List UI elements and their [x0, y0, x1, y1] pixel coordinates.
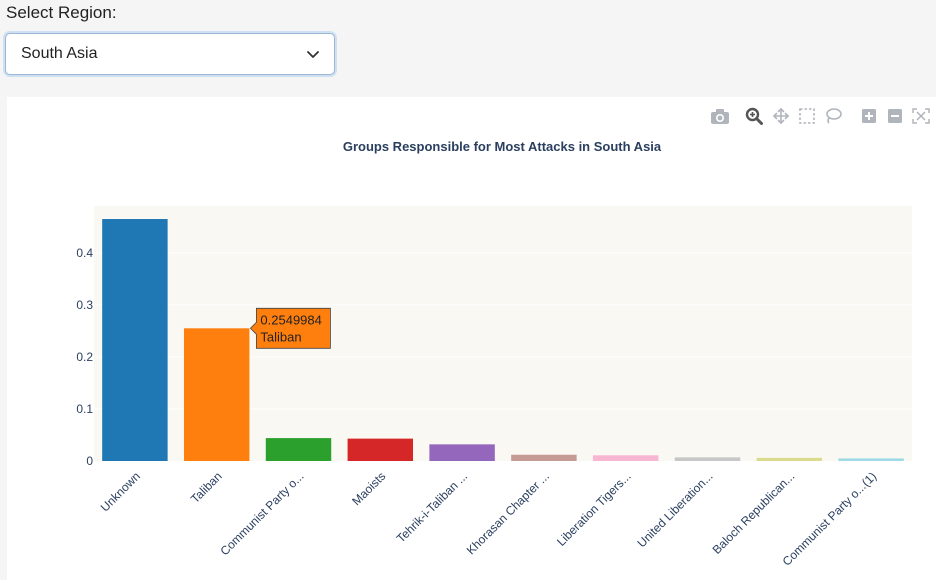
bar [592, 455, 659, 461]
chart-title: Groups Responsible for Most Attacks in S… [343, 139, 662, 154]
chevron-down-icon [307, 51, 319, 58]
region-dropdown[interactable]: South Asia [5, 33, 335, 75]
y-tick-label: 0.4 [76, 246, 93, 260]
region-select-label: Select Region: [6, 3, 117, 22]
pan-icon[interactable] [772, 107, 790, 125]
tooltip-name: Taliban [260, 329, 301, 344]
y-tick-label: 0.2 [76, 350, 93, 364]
bar [838, 458, 904, 461]
x-tick-label: Liberation Tigers... [554, 469, 634, 549]
bar [756, 457, 823, 461]
bar [183, 328, 250, 461]
camera-icon[interactable] [710, 107, 730, 125]
bar [429, 444, 495, 461]
x-tick-label: Baloch Republican... [710, 469, 798, 557]
modebar [0, 107, 936, 127]
box-select-icon[interactable] [798, 107, 816, 125]
autoscale-icon[interactable] [911, 107, 931, 125]
x-tick-label: United Liberation... [634, 469, 715, 550]
zoom-in-icon[interactable] [860, 107, 878, 125]
x-tick-label: Khorasan Chapter ... [464, 469, 552, 557]
bar [347, 438, 414, 461]
x-tick-label: Unknown [98, 469, 143, 514]
tooltip-box [249, 307, 331, 349]
tooltip-value: 0.2549984 [260, 312, 321, 327]
x-tick-label: Communist Party o... [217, 469, 306, 558]
zoom-icon[interactable] [745, 107, 763, 125]
zoom-out-icon[interactable] [886, 107, 904, 125]
bar [511, 454, 577, 461]
bar [265, 438, 332, 461]
x-tick-label: Communist Party o...(1) [780, 469, 879, 568]
bar [674, 457, 741, 461]
x-tick-label: Tehrik-i-Taliban ... [394, 469, 470, 545]
y-tick-label: 0 [86, 454, 93, 468]
x-tick-label: Taliban [188, 469, 225, 506]
lasso-icon[interactable] [824, 107, 842, 125]
hover-tooltip: 0.2549984 Taliban [249, 307, 331, 349]
x-tick-label: Maoists [349, 469, 388, 508]
bar [102, 219, 168, 461]
y-tick-label: 0.1 [76, 402, 93, 416]
y-tick-label: 0.3 [76, 298, 93, 312]
region-dropdown-value: South Asia [21, 45, 98, 62]
